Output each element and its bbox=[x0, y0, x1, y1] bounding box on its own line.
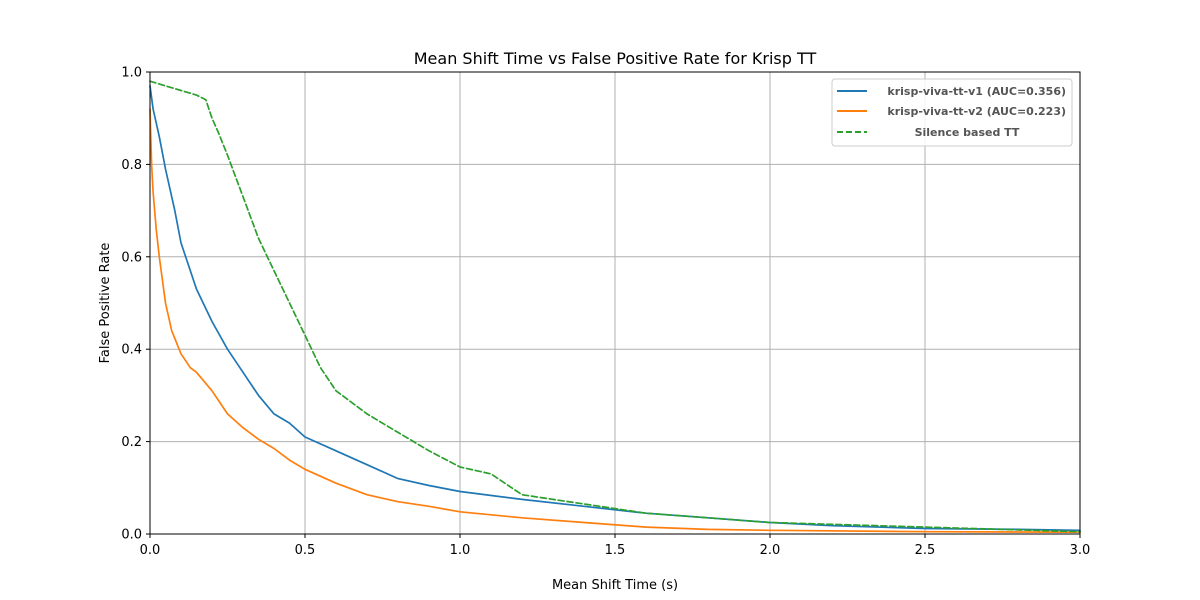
x-tick-label: 1.0 bbox=[450, 543, 471, 558]
legend: krisp-viva-tt-v1 (AUC=0.356) krisp-viva-… bbox=[831, 78, 1073, 147]
legend-box bbox=[831, 78, 1073, 147]
chart-title: Mean Shift Time vs False Positive Rate f… bbox=[414, 49, 817, 68]
y-axis-label: False Positive Rate bbox=[98, 243, 113, 364]
x-tick-label: 0.0 bbox=[140, 543, 161, 558]
x-axis-label: Mean Shift Time (s) bbox=[552, 578, 678, 593]
x-tick-label: 2.5 bbox=[915, 543, 936, 558]
y-tick-label: 1.0 bbox=[121, 66, 142, 81]
y-tick-label: 0.6 bbox=[121, 250, 142, 265]
x-tick-label: 2.0 bbox=[760, 543, 781, 558]
y-tick-label: 0.4 bbox=[121, 343, 142, 358]
series-line-krisp-viva-tt-v2 bbox=[149, 108, 1081, 534]
legend-label-silence: Silence based TT bbox=[915, 126, 1020, 139]
x-tick-label: 3.0 bbox=[1070, 543, 1091, 558]
legend-label-v1: krisp-viva-tt-v1 (AUC=0.356) bbox=[887, 85, 1066, 98]
y-tick-label: 0.8 bbox=[121, 158, 142, 173]
x-tick-label: 0.5 bbox=[295, 543, 316, 558]
legend-label-v2: krisp-viva-tt-v2 (AUC=0.223) bbox=[887, 105, 1066, 118]
y-tick-label: 0.2 bbox=[121, 435, 142, 450]
series-line-silence-based-tt bbox=[149, 80, 1081, 533]
x-tick-label: 1.5 bbox=[605, 543, 626, 558]
y-tick-label: 0.0 bbox=[121, 528, 142, 543]
